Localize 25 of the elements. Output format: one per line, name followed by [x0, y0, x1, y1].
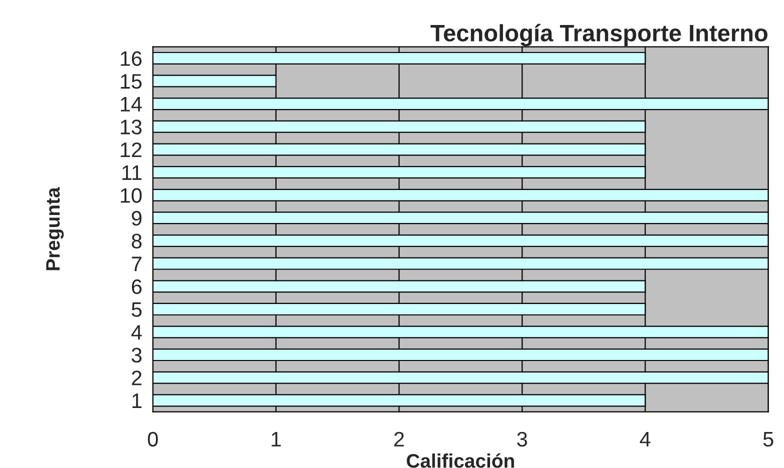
y-tick-label: 14: [120, 97, 142, 112]
y-axis-title: Pregunta: [46, 187, 64, 270]
y-tick-label: 16: [120, 51, 142, 66]
y-tick-label: 15: [120, 74, 142, 89]
x-tick-label: 0: [148, 432, 158, 447]
y-tick-label: 12: [120, 142, 142, 158]
y-tick-label: 11: [122, 166, 142, 180]
y-tick-label: 4: [131, 325, 142, 340]
x-tick-label: 2: [394, 432, 404, 446]
y-tick-label: 10: [120, 188, 142, 203]
y-tick-label: 2: [132, 370, 142, 386]
x-tick-label: 4: [640, 432, 650, 446]
y-tick-label: 13: [120, 120, 142, 134]
x-axis-title: Calificación: [406, 453, 514, 468]
x-tick-label: 3: [517, 432, 528, 447]
y-tick-label: 1: [132, 394, 142, 408]
y-tick-label: 7: [132, 256, 142, 272]
y-tick-label: 3: [132, 348, 142, 363]
x-tick-label: 5: [763, 432, 774, 447]
y-tick-label: 9: [132, 210, 142, 226]
y-tick-label: 6: [132, 279, 142, 294]
y-tick-label: 8: [132, 234, 142, 248]
x-tick-label: 1: [272, 432, 281, 446]
chart-title: Tecnología Transporte Interno: [430, 24, 768, 46]
y-tick-label: 5: [132, 302, 142, 317]
